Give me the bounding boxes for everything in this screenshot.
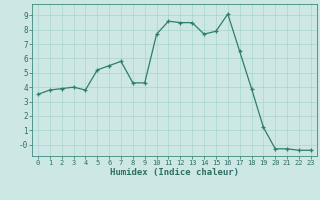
- X-axis label: Humidex (Indice chaleur): Humidex (Indice chaleur): [110, 168, 239, 177]
